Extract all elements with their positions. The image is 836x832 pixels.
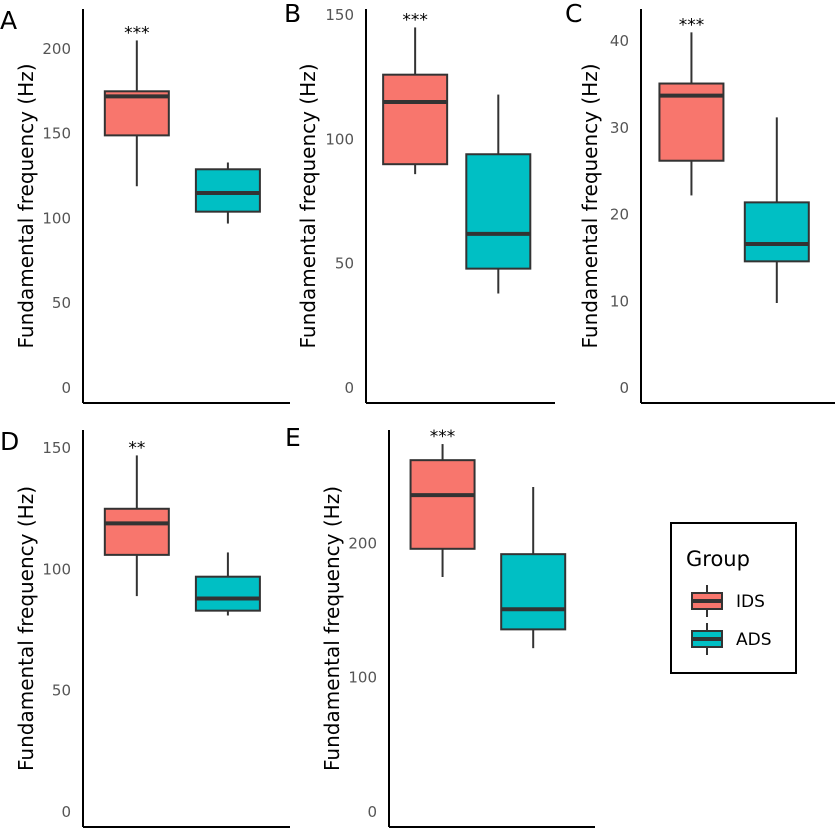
box-ads — [743, 117, 810, 303]
significance-label: *** — [679, 15, 705, 35]
y-tick-label: 200 — [42, 40, 71, 58]
significance-label: *** — [124, 23, 150, 43]
iqr-box — [409, 459, 476, 550]
iqr-box — [382, 73, 449, 166]
panel-c: C 0 10 20 30 40 Fundamental frequency (Hz) *** — [565, 0, 835, 404]
y-tick-label: 100 — [42, 560, 71, 578]
panel-letter: D — [0, 427, 19, 456]
significance-label: ** — [128, 438, 145, 458]
y-tick-label: 50 — [335, 255, 354, 273]
box-ids — [658, 32, 725, 196]
box-ids — [382, 27, 449, 175]
panel-letter: B — [284, 0, 301, 28]
y-tick-label: 0 — [61, 803, 71, 821]
legend-title: Group — [686, 547, 750, 571]
box-ids — [103, 40, 170, 187]
box-ads — [465, 94, 532, 294]
iqr-box — [465, 153, 532, 270]
y-axis-title: Fundamental frequency (Hz) — [578, 64, 602, 349]
panel-letter: C — [565, 0, 582, 28]
box-ids — [409, 444, 476, 577]
panel-letter: E — [285, 423, 301, 452]
legend-label: IDS — [736, 592, 765, 612]
legend-frame — [670, 522, 797, 674]
y-tick-label: 0 — [344, 379, 354, 397]
box-ads — [194, 162, 261, 224]
y-tick-label: 0 — [619, 379, 629, 397]
iqr-box — [743, 201, 810, 263]
y-tick-label: 100 — [348, 669, 377, 687]
iqr-box — [500, 553, 567, 631]
y-tick-label: 0 — [367, 803, 377, 821]
iqr-box — [103, 90, 170, 137]
iqr-box — [194, 168, 261, 213]
y-tick-label: 10 — [610, 292, 629, 310]
legend-label: ADS — [736, 630, 772, 650]
y-tick-label: 30 — [610, 119, 629, 137]
y-axis-title: Fundamental frequency (Hz) — [14, 64, 38, 349]
iqr-box — [194, 575, 261, 612]
panel-b: B 0 50 100 150 Fundamental frequency (Hz) *** — [284, 0, 555, 404]
panel-letter: A — [0, 6, 17, 35]
significance-label: *** — [430, 427, 456, 447]
panel-d: D 0 50 100 150 Fundamental frequency (Hz) ** — [0, 427, 290, 828]
legend-key-ids — [691, 585, 723, 617]
y-tick-label: 50 — [52, 294, 71, 312]
y-tick-label: 40 — [610, 32, 629, 50]
y-axis-title: Fundamental frequency (Hz) — [14, 486, 38, 771]
y-tick-label: 20 — [610, 206, 629, 224]
y-tick-label: 150 — [42, 125, 71, 143]
y-tick-label: 100 — [42, 209, 71, 227]
box-ads — [500, 487, 567, 649]
y-tick-label: 100 — [325, 130, 354, 148]
y-tick-label: 200 — [348, 534, 377, 552]
y-tick-label: 150 — [325, 6, 354, 24]
y-axis-title: Fundamental frequency (Hz) — [320, 486, 344, 771]
iqr-box — [103, 507, 170, 556]
y-tick-label: 150 — [42, 439, 71, 457]
y-tick-label: 0 — [61, 379, 71, 397]
box-ads — [194, 552, 261, 616]
box-ids — [103, 455, 170, 597]
y-tick-label: 50 — [52, 682, 71, 700]
legend-key-ads — [691, 623, 723, 655]
y-axis-title: Fundamental frequency (Hz) — [296, 64, 320, 349]
significance-label: *** — [402, 10, 428, 30]
legend: Group IDS ADS — [670, 522, 797, 674]
